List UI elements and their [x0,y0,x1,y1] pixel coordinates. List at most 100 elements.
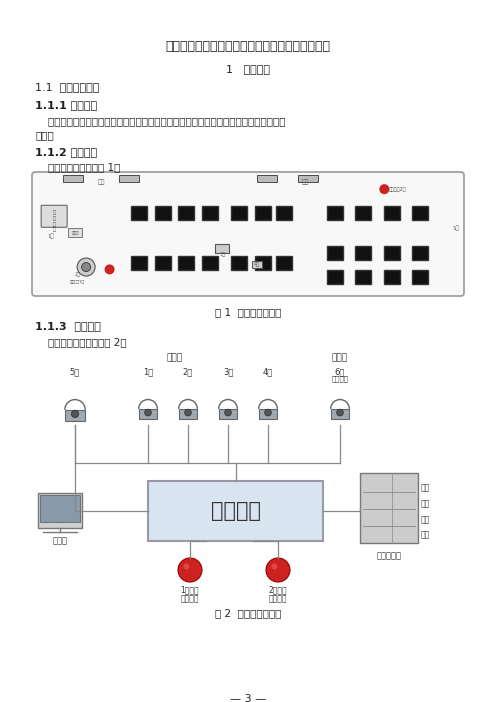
Bar [202,256,218,270]
Circle shape [105,265,115,274]
Text: 1.1  设施基本要求: 1.1 设施基本要求 [35,82,99,92]
Bar [219,409,237,419]
Text: 1.1.3  设施联接: 1.1.3 设施联接 [35,321,101,331]
Bar [412,270,428,284]
Bar [383,246,400,260]
Text: 5号: 5号 [70,367,80,376]
Bar [215,244,230,253]
FancyBboxPatch shape [32,172,464,296]
Text: 电源: 电源 [421,530,430,539]
Text: 车载视频监控设施应由主机（含视频录像机）、摄像机、监视器、报警按钮底座等设备: 车载视频监控设施应由主机（含视频录像机）、摄像机、监视器、报警按钮底座等设备 [35,116,286,126]
Bar [251,260,261,267]
Text: 5号: 5号 [452,225,459,230]
Text: — 3 —: — 3 — [230,694,266,702]
Bar [255,206,271,220]
Text: 图 1  安装位置示意图: 图 1 安装位置示意图 [215,307,281,317]
Bar [298,176,317,183]
Bar [412,246,428,260]
Text: 控
制
终
端: 控 制 终 端 [53,210,56,232]
Bar [356,206,372,220]
Text: 4号: 4号 [253,262,259,267]
Text: 3号: 3号 [219,252,226,257]
Text: 刹车: 刹车 [421,499,430,508]
Bar [383,206,400,220]
Text: 显示屏: 显示屏 [72,231,79,235]
Bar [148,481,323,541]
Text: 摄像机: 摄像机 [332,353,348,362]
Text: 设施间的联接拓扑见图 2：: 设施间的联接拓扑见图 2： [35,337,126,347]
Text: 报警: 报警 [421,483,430,492]
Bar [179,409,197,419]
Bar [356,246,372,260]
Bar [202,206,218,220]
Text: 组成。: 组成。 [35,130,54,140]
Circle shape [265,409,271,416]
Circle shape [145,409,151,416]
Bar [38,493,82,528]
Text: 2号: 2号 [74,272,80,277]
Bar [327,206,343,220]
Bar [131,256,147,270]
Bar [331,409,349,419]
Bar [232,206,248,220]
Text: 摄像机: 摄像机 [167,353,183,362]
Bar [360,473,418,543]
Text: 图 2  设施联接拓扑图: 图 2 设施联接拓扑图 [215,608,281,618]
Text: 车载接线盒: 车载接线盒 [376,551,401,560]
Text: 4号: 4号 [263,367,273,376]
Bar [356,270,372,284]
Circle shape [185,409,191,416]
Bar [276,206,292,220]
Bar [40,495,80,522]
Bar [383,270,400,284]
Text: 后门: 后门 [302,179,310,185]
Text: 按钮底座: 按钮底座 [181,594,199,603]
Bar [232,256,248,270]
Bar [119,176,139,183]
Bar [139,409,157,419]
Text: 点火: 点火 [421,515,430,524]
Bar [178,206,194,220]
Text: 设施安装位置参见图 1：: 设施安装位置参见图 1： [35,162,121,172]
Text: 报警按钮1号: 报警按钮1号 [70,279,85,283]
Circle shape [178,558,202,582]
Text: 公交车辆车载视频监视设施基本技术要求（试行）: 公交车辆车载视频监视设施基本技术要求（试行） [166,40,330,53]
Text: 2号: 2号 [183,367,193,376]
Bar [412,206,428,220]
Bar [259,409,277,419]
Text: 1号报警: 1号报警 [181,585,199,594]
Text: 前门: 前门 [97,179,105,185]
Text: 6号: 6号 [335,367,345,376]
Bar [327,270,343,284]
Text: 按钮底座: 按钮底座 [269,594,287,603]
Text: 1   技术要求: 1 技术要求 [226,64,270,74]
Bar [327,246,343,260]
Bar [276,256,292,270]
Bar [65,410,85,420]
Circle shape [337,409,343,416]
Circle shape [82,263,91,272]
Bar [131,206,147,220]
Bar [257,176,277,183]
Circle shape [225,409,231,416]
Circle shape [379,184,389,194]
Text: 3号: 3号 [223,367,233,376]
Bar [155,206,171,220]
Bar [255,256,271,270]
Text: 报警按钮2号: 报警按钮2号 [388,187,406,192]
Text: 1号: 1号 [48,233,55,239]
Circle shape [184,564,189,569]
Circle shape [77,258,95,276]
Text: 监视器: 监视器 [53,536,67,545]
Text: 2号报警: 2号报警 [269,585,287,594]
Bar [68,227,82,237]
Text: （预留）: （预留） [331,375,349,382]
Text: 1号: 1号 [143,367,153,376]
Text: 1.1.2 设施布局: 1.1.2 设施布局 [35,147,97,157]
Text: 视频主机: 视频主机 [210,501,260,521]
Text: 1.1.1 设施组成: 1.1.1 设施组成 [35,100,97,110]
Bar [178,256,194,270]
Bar [63,176,83,183]
FancyBboxPatch shape [41,205,67,227]
Circle shape [266,558,290,582]
